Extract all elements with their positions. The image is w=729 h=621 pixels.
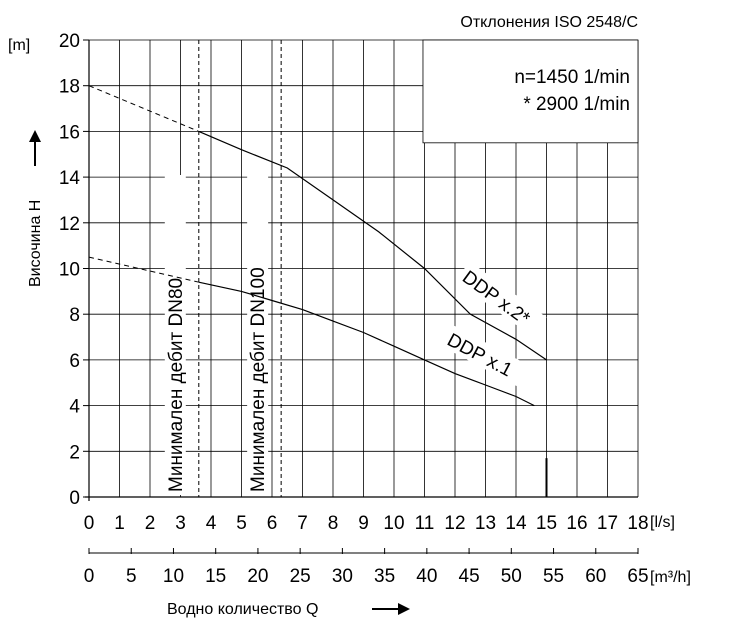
y-tick-label: 4 [69,397,80,418]
speed-note-line2: * 2900 1/min [523,94,630,115]
secondary-tick-label: 35 [374,566,395,587]
secondary-tick-label: 60 [585,566,606,587]
x-tick-label: 7 [297,513,308,534]
x-tick-label: 0 [84,513,95,534]
x-tick-label: 17 [597,513,618,534]
secondary-tick-label: 65 [627,566,648,587]
y-tick-label: 6 [69,351,80,372]
secondary-tick-label: 0 [84,566,95,587]
secondary-tick-label: 20 [247,566,268,587]
min-flow-label-bg [164,175,186,495]
deviation-note: Отклонения ISO 2548/C [460,14,638,31]
x-tick-label: 16 [566,513,587,534]
secondary-tick-label: 55 [543,566,564,587]
x-unit-primary: [l/s] [650,514,675,531]
secondary-tick-label: 25 [290,566,311,587]
x-axis-label: Водно количество Q [167,601,318,618]
x-tick-label: 4 [206,513,217,534]
speed-note-box [422,39,639,144]
x-tick-label: 5 [236,513,247,534]
x-tick-label: 15 [536,513,557,534]
y-tick-label: 20 [59,31,80,52]
arrow-up-head-icon [29,130,41,142]
x-tick-label: 3 [175,513,186,534]
secondary-tick-label: 50 [501,566,522,587]
x-tick-label: 12 [444,513,465,534]
min-flow-label: Минимален дебит DN80 [166,278,187,492]
y-tick-label: 0 [69,488,80,509]
curve-extrapolated-segment [88,85,199,132]
y-tick-label: 10 [59,260,80,281]
y-tick-label: 16 [59,122,80,143]
x-tick-label: 10 [383,513,404,534]
min-flow-label-bg [247,175,269,495]
secondary-tick-label: 10 [163,566,184,587]
x-unit-secondary: [m³/h] [650,569,691,586]
x-tick-label: 9 [358,513,369,534]
x-tick-label: 11 [415,513,435,534]
min-flow-label: Минимален дебит DN100 [248,267,269,492]
x-tick-label: 13 [475,513,496,534]
y-tick-label: 2 [69,442,80,463]
curve-extrapolated-segment [88,256,199,283]
x-tick-label: 1 [114,513,125,534]
x-tick-label: 2 [145,513,156,534]
y-tick-label: 14 [59,168,81,189]
secondary-tick-label: 40 [416,566,437,587]
x-tick-label: 18 [627,513,648,534]
y-tick-label: 8 [69,305,80,326]
series-label-bg [440,324,536,391]
x-tick-label: 6 [267,513,278,534]
y-tick-label: 12 [59,214,80,235]
y-tick-label: 18 [59,77,80,98]
secondary-tick-label: 15 [205,566,226,587]
x-tick-label: 14 [505,513,527,534]
arrow-right-head-icon [398,603,410,615]
secondary-tick-label: 45 [459,566,480,587]
series-label-bg [455,261,547,337]
y-axis-label: Височина H [27,200,44,287]
speed-note-line1: n=1450 1/min [514,67,630,88]
curve-line [198,130,547,361]
x-tick-label: 8 [328,513,339,534]
secondary-tick-label: 30 [332,566,353,587]
y-unit-label: [m] [8,37,30,54]
secondary-tick-label: 5 [126,566,137,587]
series-label: DDP x.2* [458,267,534,330]
curves [88,85,547,407]
curve-line [198,281,535,407]
